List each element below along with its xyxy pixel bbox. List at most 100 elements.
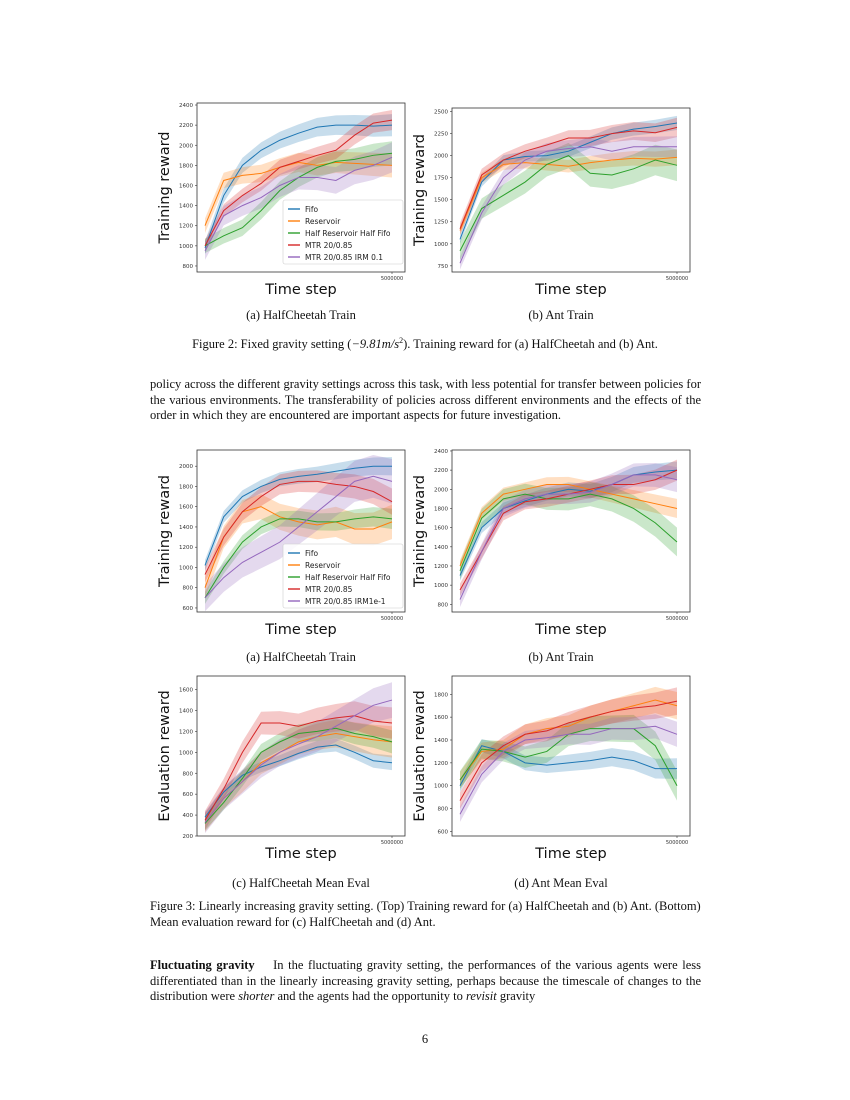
y-tick-label: 1200 bbox=[434, 761, 448, 767]
caption-text: Figure 2: Fixed gravity setting ( bbox=[192, 337, 352, 352]
y-tick-label: 600 bbox=[183, 792, 194, 798]
figure3-caption: Figure 3: Linearly increasing gravity se… bbox=[150, 899, 701, 929]
x-tick-label: 5000000 bbox=[381, 840, 403, 846]
band-3 bbox=[460, 459, 677, 597]
x-axis-label: Time step bbox=[264, 846, 336, 862]
y-tick-label: 1600 bbox=[179, 183, 193, 189]
y-tick-label: 1000 bbox=[434, 583, 448, 589]
series-line-0 bbox=[459, 122, 678, 240]
x-tick-label: 5000000 bbox=[666, 616, 688, 622]
y-tick-label: 2000 bbox=[434, 154, 448, 160]
subcaption-2b: (b) Ant Train bbox=[528, 308, 594, 322]
emphasis: revisit bbox=[465, 989, 497, 1003]
y-tick-label: 200 bbox=[183, 834, 194, 840]
y-tick-label: 1600 bbox=[434, 715, 448, 721]
y-tick-label: 2500 bbox=[434, 110, 448, 116]
series-line-4 bbox=[459, 725, 678, 815]
y-tick-label: 2000 bbox=[179, 143, 193, 149]
axes-box bbox=[196, 102, 406, 273]
x-tick-label: 5000000 bbox=[666, 276, 688, 282]
series-line-2 bbox=[459, 493, 678, 571]
y-tick-label: 1400 bbox=[179, 204, 193, 210]
series-line-0 bbox=[204, 744, 393, 818]
y-tick-label: 2200 bbox=[434, 468, 448, 474]
x-tick-label: 5000000 bbox=[666, 840, 688, 846]
band-3 bbox=[205, 110, 392, 252]
caption-text: ). Training reward for (a) HalfCheetah a… bbox=[403, 337, 658, 352]
text: In the fluctuating gravity setting, the … bbox=[150, 958, 702, 1003]
legend-box bbox=[282, 199, 404, 265]
y-tick-label: 1000 bbox=[179, 244, 193, 250]
y-tick-label: 1250 bbox=[434, 220, 448, 226]
band-3 bbox=[205, 470, 392, 583]
band-2 bbox=[205, 141, 392, 254]
series-line-1 bbox=[459, 484, 678, 567]
series-line-0 bbox=[204, 124, 393, 249]
legend-entry: Fifo bbox=[305, 205, 318, 214]
series-line-3 bbox=[459, 700, 678, 801]
y-tick-label: 1000 bbox=[179, 750, 193, 756]
x-tick-label: 5000000 bbox=[381, 616, 403, 622]
y-tick-label: 600 bbox=[183, 606, 194, 612]
body-paragraph: policy across the different gravity sett… bbox=[150, 377, 701, 422]
series-line-4 bbox=[459, 146, 677, 264]
figure2-caption: Figure 2: Fixed gravity setting (−9.81m/… bbox=[100, 333, 750, 353]
series-line-4 bbox=[459, 474, 678, 600]
y-axis-label: Evaluation reward bbox=[157, 690, 173, 821]
caption-sup: 2 bbox=[399, 336, 404, 345]
series-line-4 bbox=[204, 156, 393, 252]
y-tick-label: 1600 bbox=[179, 505, 193, 511]
y-tick-label: 1400 bbox=[434, 545, 448, 551]
subcaption-3b: (b) Ant Train bbox=[528, 650, 594, 664]
x-axis-label: Time step bbox=[534, 846, 606, 862]
legend-box bbox=[282, 543, 404, 609]
x-axis-label: Time step bbox=[534, 282, 606, 298]
legend: Fifo Reservoir Half Reservoir Half Fifo MTR… bbox=[282, 543, 404, 609]
band-3 bbox=[205, 701, 392, 830]
band-2 bbox=[460, 482, 677, 580]
chart-fig3d: 600 800 1000 1200 1400 1600 1800 5000000 Time st… bbox=[412, 675, 691, 862]
series-line-3 bbox=[204, 480, 393, 575]
series-line-0 bbox=[204, 465, 392, 566]
y-tick-label: 1800 bbox=[434, 506, 448, 512]
emphasis: shorter bbox=[238, 989, 275, 1003]
band-4 bbox=[205, 454, 392, 612]
x-axis-label: Time step bbox=[534, 622, 606, 638]
page-number: 6 bbox=[421, 1032, 429, 1046]
legend-entry: MTR 20/0.85 IRM 0.1 bbox=[305, 253, 383, 262]
legend-entry: MTR 20/0.85 IRM1e-1 bbox=[305, 597, 386, 606]
series-line-1 bbox=[459, 156, 678, 231]
series-line-3 bbox=[204, 119, 393, 247]
band-1 bbox=[205, 151, 392, 233]
text: and the agents had the opportunity to bbox=[274, 989, 466, 1003]
y-tick-label: 800 bbox=[438, 807, 449, 813]
band-4 bbox=[205, 682, 392, 834]
band-0 bbox=[460, 739, 677, 792]
y-tick-label: 1200 bbox=[179, 545, 193, 551]
y-tick-label: 1000 bbox=[434, 242, 448, 248]
y-tick-label: 1600 bbox=[179, 688, 193, 694]
y-tick-label: 2000 bbox=[434, 487, 448, 493]
y-axis-label: Training reward bbox=[412, 475, 428, 588]
y-tick-label: 1200 bbox=[434, 564, 448, 570]
legend-entry: Fifo bbox=[305, 549, 318, 558]
series-line-3 bbox=[204, 715, 393, 821]
text: gravity bbox=[496, 989, 536, 1003]
x-axis-label: Time step bbox=[264, 622, 336, 638]
y-axis-label: Training reward bbox=[157, 131, 173, 244]
y-tick-label: 2250 bbox=[434, 132, 448, 138]
y-tick-label: 1400 bbox=[179, 525, 193, 531]
legend-entry: Reservoir bbox=[305, 561, 341, 570]
band-0 bbox=[460, 115, 677, 244]
y-axis-label: Evaluation reward bbox=[412, 690, 428, 821]
band-4 bbox=[460, 462, 677, 608]
band-1 bbox=[460, 686, 677, 789]
series-line-2 bbox=[459, 155, 678, 252]
band-0 bbox=[205, 114, 392, 255]
series-line-1 bbox=[204, 161, 393, 226]
x-axis-label: Time step bbox=[264, 282, 336, 298]
band-3 bbox=[460, 117, 677, 235]
legend: Fifo Reservoir Half Reservoir Half Fifo MTR… bbox=[282, 199, 404, 265]
y-tick-label: 2000 bbox=[179, 464, 193, 470]
